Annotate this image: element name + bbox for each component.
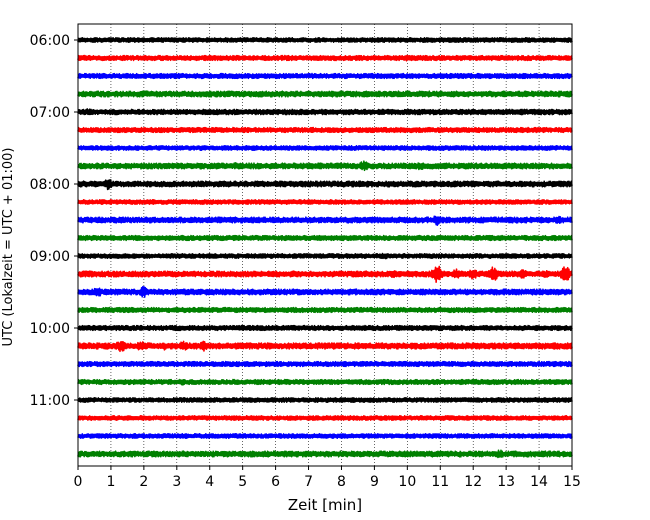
seismogram-trace [77, 360, 573, 368]
y-tick-label: 08:00 [30, 177, 70, 193]
x-tick-label: 13 [497, 474, 515, 490]
seismogram-trace [77, 252, 573, 260]
x-tick-label: 0 [74, 474, 83, 490]
x-axis-ticks: 0 1 2 3 4 5 6 7 8 9 10 11 12 13 14 15 [74, 466, 581, 490]
seismogram-trace [77, 37, 573, 44]
seismogram-trace [77, 215, 573, 226]
seismogram-trace [77, 340, 573, 353]
seismogram-trace [77, 449, 573, 459]
seismogram-trace [77, 108, 573, 116]
seismogram-trace [77, 199, 573, 205]
seismogram-trace [77, 160, 573, 172]
seismogram-trace [77, 433, 573, 439]
y-axis-ticks: 06:00 07:00 08:00 09:00 10:00 11:00 [30, 33, 78, 409]
seismogram-trace [77, 126, 573, 134]
x-tick-label: 6 [271, 474, 280, 490]
traces [77, 37, 573, 459]
y-tick-label: 06:00 [30, 33, 70, 49]
x-tick-label: 15 [563, 474, 581, 490]
seismogram-trace [77, 179, 573, 191]
seismogram-trace [77, 234, 573, 242]
y-tick-label: 10:00 [30, 321, 70, 337]
y-axis-label: UTC (Lokalzeit = UTC + 01:00) [1, 148, 16, 347]
seismogram-trace [77, 54, 573, 62]
x-tick-label: 14 [530, 474, 548, 490]
seismogram-trace [77, 72, 573, 80]
y-tick-label: 11:00 [30, 393, 70, 409]
seismogram-trace [77, 415, 573, 421]
y-tick-label: 09:00 [30, 249, 70, 265]
y-tick-label: 07:00 [30, 105, 70, 121]
seismogram-trace [77, 324, 573, 332]
x-tick-label: 7 [304, 474, 313, 490]
x-tick-label: 5 [238, 474, 247, 490]
x-tick-label: 8 [337, 474, 346, 490]
seismogram-trace [77, 285, 573, 298]
x-tick-label: 3 [172, 474, 181, 490]
x-tick-label: 9 [370, 474, 379, 490]
x-tick-label: 12 [464, 474, 482, 490]
x-tick-label: 10 [398, 474, 416, 490]
x-tick-label: 11 [431, 474, 449, 490]
x-axis-label: Zeit [min] [288, 496, 362, 514]
seismogram-trace [77, 397, 573, 403]
plot-area-frame [77, 23, 573, 467]
seismogram-trace [77, 378, 573, 386]
plot-area-background [78, 24, 572, 466]
seismogram-trace [77, 90, 573, 98]
x-tick-label: 2 [139, 474, 148, 490]
x-tick-label: 4 [205, 474, 214, 490]
x-tick-label: 1 [106, 474, 115, 490]
seismogram-trace [77, 306, 573, 314]
seismogram-trace [77, 145, 573, 151]
seismogram-trace [77, 265, 573, 284]
